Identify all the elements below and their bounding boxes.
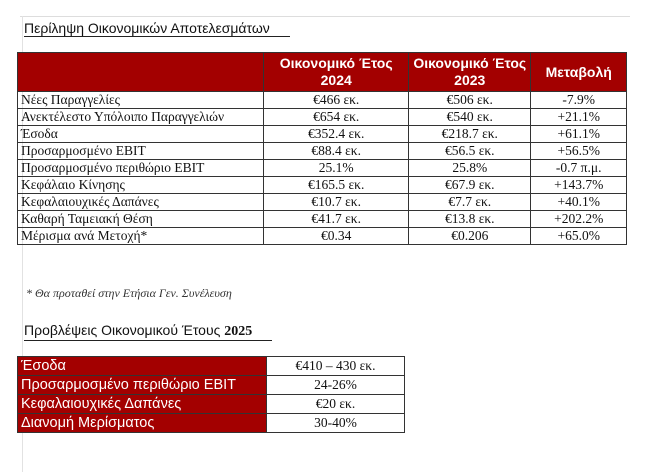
- table-row: Κεφαλαιουχικές Δαπάνες €10.7 εκ. €7.7 εκ. +…: [16, 193, 627, 211]
- row-value: €0.34: [263, 227, 410, 245]
- row-value: €10.7 εκ.: [263, 193, 410, 211]
- forecast-value: €20 εκ.: [266, 394, 405, 414]
- row-value: +65.0%: [530, 227, 627, 245]
- row-value: -0.7 π.μ.: [530, 159, 627, 177]
- row-label: Προσαρμοσμένο περιθώριο EBIT: [16, 159, 265, 177]
- table-row: Προσαρμοσμένο EBIT €88.4 εκ. €56.5 εκ. +56.…: [16, 142, 627, 160]
- row-value: €88.4 εκ.: [263, 142, 410, 160]
- forecast-label: Έσοδα: [17, 356, 267, 376]
- header-cell-2023: Οικονομικό Έτος 2023: [408, 52, 532, 92]
- row-value: €540 εκ.: [408, 108, 532, 126]
- row-value: €506 εκ.: [408, 91, 532, 109]
- header-cell-2024: Οικονομικό Έτος 2024: [263, 52, 410, 92]
- row-value: +40.1%: [530, 193, 627, 211]
- row-value: €654 εκ.: [263, 108, 410, 126]
- forecast-year: 2025: [224, 324, 253, 339]
- table-row: Προσαρμοσμένο περιθώριο EBIT 25.1% 25.8% -0…: [16, 159, 627, 177]
- row-value: €7.7 εκ.: [408, 193, 532, 211]
- row-value: 25.1%: [263, 159, 410, 177]
- forecast-label: Προσαρμοσμένο περιθώριο EBIT: [17, 375, 267, 395]
- table-row: Ανεκτέλεστο Υπόλοιπο Παραγγελιών €654 εκ.…: [16, 108, 627, 126]
- forecast-row: Διανομή Μερίσματος 30-40%: [17, 413, 405, 433]
- row-value: €466 εκ.: [263, 91, 410, 109]
- footnote: * Θα προταθεί στην Ετήσια Γεν. Συνέλευση: [26, 286, 232, 300]
- row-value: +61.1%: [530, 125, 627, 143]
- row-value: €0.206: [408, 227, 532, 245]
- table-row: Κεφάλαιο Κίνησης €165.5 εκ. €67.9 εκ. +143.…: [16, 176, 627, 194]
- row-value: €56.5 εκ.: [408, 142, 532, 160]
- row-value: +56.5%: [530, 142, 627, 160]
- forecast-label: Κεφαλαιουχικές Δαπάνες: [17, 394, 267, 414]
- page-top-rule: [20, 16, 630, 17]
- summary-title: Περίληψη Οικονομικών Αποτελεσμάτων: [24, 20, 290, 37]
- forecast-value: 24-26%: [266, 375, 405, 395]
- forecast-row: Έσοδα €410 – 430 εκ.: [17, 356, 405, 376]
- row-value: €218.7 εκ.: [408, 125, 532, 143]
- forecast-title-text: Προβλέψεις Οικονομικού Έτους: [24, 322, 221, 338]
- forecast-table: Έσοδα €410 – 430 εκ. Προσαρμοσμένο περιθώρ…: [17, 356, 405, 433]
- row-value: €165.5 εκ.: [263, 176, 410, 194]
- row-label: Μέρισμα ανά Μετοχή*: [16, 227, 265, 245]
- row-label: Έσοδα: [16, 125, 265, 143]
- table-header-row: Οικονομικό Έτος 2024 Οικονομικό Έτος 202…: [16, 52, 627, 92]
- forecast-value: 30-40%: [266, 413, 405, 433]
- row-value: €41.7 εκ.: [263, 210, 410, 228]
- summary-table: Οικονομικό Έτος 2024 Οικονομικό Έτος 202…: [16, 52, 627, 245]
- row-value: +202.2%: [530, 210, 627, 228]
- forecast-value: €410 – 430 εκ.: [266, 356, 405, 376]
- row-value: 25.8%: [408, 159, 532, 177]
- row-value: €352.4 εκ.: [263, 125, 410, 143]
- forecast-title: Προβλέψεις Οικονομικού Έτους 2025: [24, 322, 273, 341]
- row-label: Καθαρή Ταμειακή Θέση: [16, 210, 265, 228]
- row-value: -7.9%: [530, 91, 627, 109]
- row-value: €13.8 εκ.: [408, 210, 532, 228]
- table-row: Νέες Παραγγελίες €466 εκ. €506 εκ. -7.9%: [16, 91, 627, 109]
- row-value: +143.7%: [530, 176, 627, 194]
- forecast-label: Διανομή Μερίσματος: [17, 413, 267, 433]
- row-label: Ανεκτέλεστο Υπόλοιπο Παραγγελιών: [16, 108, 265, 126]
- row-value: +21.1%: [530, 108, 627, 126]
- row-label: Κεφαλαιουχικές Δαπάνες: [16, 193, 265, 211]
- table-row: Καθαρή Ταμειακή Θέση €41.7 εκ. €13.8 εκ. +2…: [16, 210, 627, 228]
- header-cell-change: Μεταβολή: [530, 52, 627, 92]
- header-cell: [16, 52, 265, 92]
- table-row: Μέρισμα ανά Μετοχή* €0.34 €0.206 +65.0%: [16, 227, 627, 245]
- forecast-row: Κεφαλαιουχικές Δαπάνες €20 εκ.: [17, 394, 405, 414]
- table-row: Έσοδα €352.4 εκ. €218.7 εκ. +61.1%: [16, 125, 627, 143]
- row-label: Νέες Παραγγελίες: [16, 91, 265, 109]
- row-label: Προσαρμοσμένο EBIT: [16, 142, 265, 160]
- row-value: €67.9 εκ.: [408, 176, 532, 194]
- row-label: Κεφάλαιο Κίνησης: [16, 176, 265, 194]
- forecast-row: Προσαρμοσμένο περιθώριο EBIT 24-26%: [17, 375, 405, 395]
